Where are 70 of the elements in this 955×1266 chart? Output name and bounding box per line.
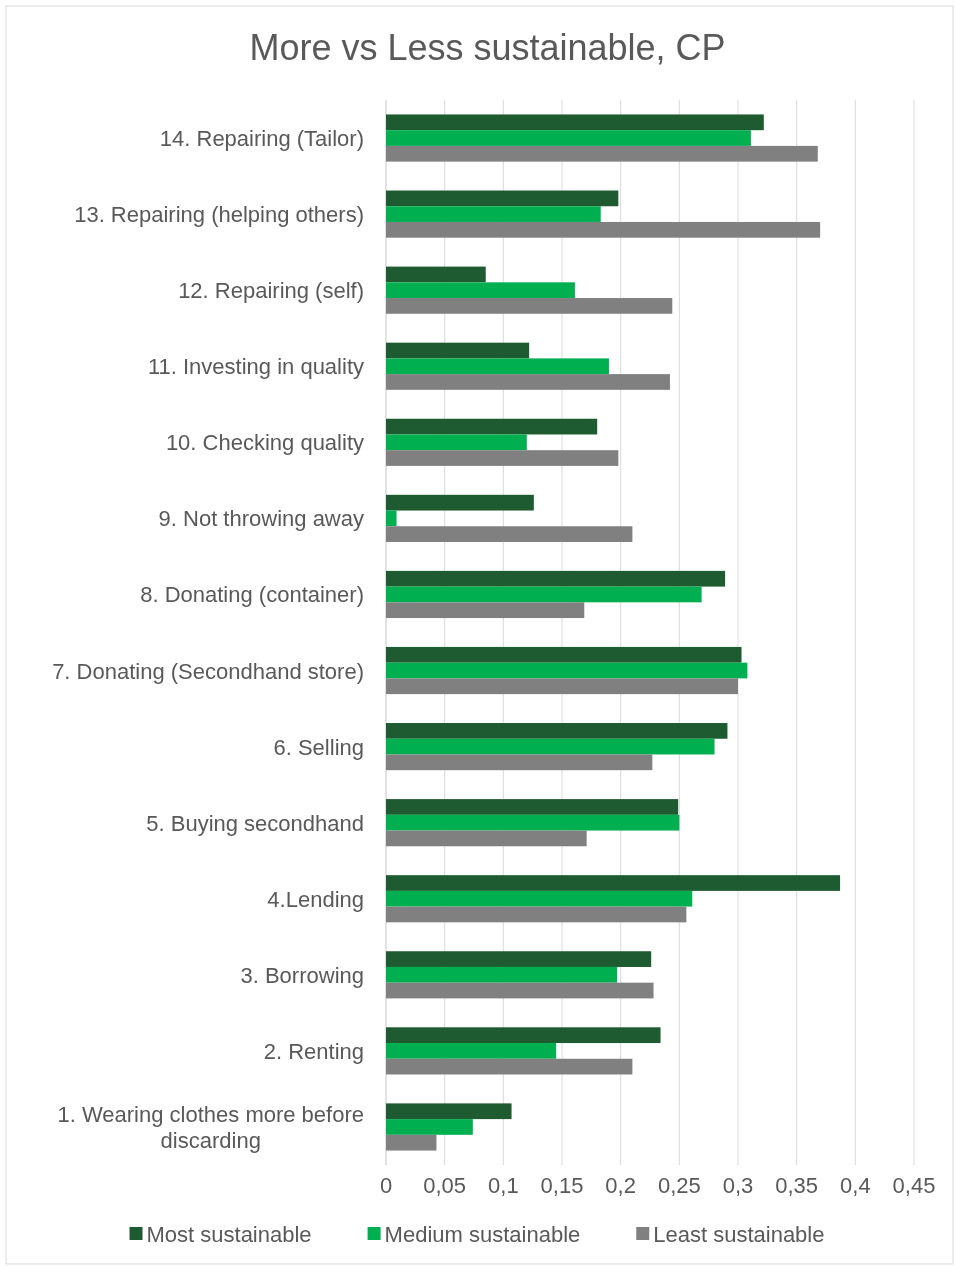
bar (386, 586, 702, 603)
bar (386, 723, 728, 739)
bar (386, 966, 618, 983)
y-tick-label: 6. Selling (273, 734, 364, 760)
bar (386, 1134, 437, 1151)
bar (386, 494, 534, 511)
y-tick-label: 3. Borrowing (240, 962, 364, 988)
y-tick-label: 13. Repairing (helping others) (74, 202, 364, 228)
bar (386, 738, 715, 755)
bar (386, 982, 654, 999)
bar (386, 510, 397, 527)
bar (386, 754, 653, 771)
bar (386, 799, 679, 815)
bar (386, 526, 633, 542)
bar (386, 951, 652, 967)
bar (386, 814, 680, 831)
y-tick-label: 11. Investing in quality (147, 354, 364, 380)
x-tick-label: 0 (379, 1173, 393, 1198)
bar (386, 570, 726, 587)
legend-label: Medium sustainable (384, 1222, 581, 1247)
bar (386, 190, 619, 207)
x-tick-label: 0,3 (722, 1173, 754, 1198)
legend-label: Least sustainable (653, 1222, 825, 1247)
y-tick-label: 1. Wearing clothes more before discarding (57, 1101, 364, 1153)
bar (386, 266, 486, 283)
y-tick-label: 2. Renting (263, 1038, 364, 1064)
x-tick-label: 0,05 (423, 1173, 467, 1198)
bar (386, 221, 821, 238)
bar (386, 114, 764, 131)
bar (386, 906, 687, 923)
bar (386, 282, 575, 299)
bar (386, 358, 609, 375)
bar (386, 450, 619, 466)
x-tick-label: 0,45 (892, 1173, 936, 1198)
y-tick-label: 7. Donating (Secondhand store) (52, 658, 364, 684)
bar (386, 145, 818, 162)
bar (386, 206, 601, 222)
x-tick-label: 0,35 (775, 1173, 819, 1198)
bar (386, 374, 670, 390)
bar (386, 418, 598, 435)
bar (386, 875, 841, 891)
bar (386, 602, 585, 619)
x-tick-label: 0,1 (488, 1173, 519, 1198)
bar (386, 1058, 633, 1075)
bar (386, 1103, 512, 1120)
legend-label: Most sustainable (146, 1222, 312, 1247)
bar (386, 1027, 661, 1044)
y-tick-label: 12. Repairing (self) (178, 278, 364, 304)
bar (386, 646, 742, 663)
x-tick-label: 0,25 (657, 1173, 701, 1198)
y-tick-label: 10. Checking quality (165, 430, 364, 456)
bar (386, 830, 587, 847)
y-tick-label: 9. Not throwing away (158, 506, 364, 532)
bar (386, 342, 530, 359)
y-tick-label: 4.Lending (267, 886, 364, 912)
y-tick-label: 14. Repairing (Tailor) (159, 126, 364, 152)
bar (386, 1119, 473, 1135)
x-tick-label: 0,4 (840, 1173, 871, 1198)
bar (386, 890, 693, 907)
bar (386, 678, 738, 695)
y-tick-label: 8. Donating (container) (140, 582, 364, 608)
x-tick-label: 0,2 (605, 1173, 636, 1198)
y-tick-label: 5. Buying secondhand (146, 810, 364, 836)
bar (386, 130, 751, 146)
x-tick-label: 0,15 (540, 1173, 584, 1198)
bar (386, 1043, 557, 1059)
bar (386, 434, 527, 451)
bar (386, 298, 673, 314)
chart-title: More vs Less sustainable, CP (249, 27, 726, 68)
bar (386, 662, 748, 679)
